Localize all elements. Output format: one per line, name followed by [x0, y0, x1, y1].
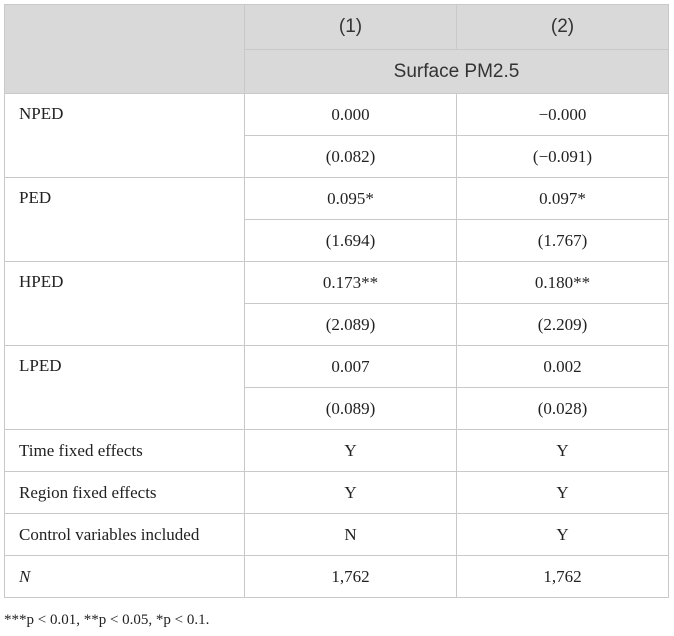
table-row: Control variables included N Y: [4, 513, 669, 556]
coef-cell: 0.173**: [244, 261, 457, 304]
table-row: Region fixed effects Y Y: [4, 471, 669, 514]
table-row: N 1,762 1,762: [4, 555, 669, 598]
row-label-time-fixed-effects: Time fixed effects: [4, 429, 245, 472]
significance-footnote: ***p < 0.01, **p < 0.05, *p < 0.1.: [4, 612, 210, 628]
header-corner-cell: [4, 4, 245, 94]
control-cell: Y: [244, 471, 457, 514]
tstat-cell: (0.089): [244, 387, 457, 430]
control-cell: Y: [244, 429, 457, 472]
table-row: HPED 0.173** 0.180**: [4, 261, 669, 346]
control-cell: 1,762: [456, 555, 669, 598]
tstat-cell: (0.028): [456, 387, 669, 430]
control-cell: Y: [456, 429, 669, 472]
coef-cell: 0.180**: [456, 261, 669, 304]
header-model-1: (1): [244, 4, 457, 50]
header-row-dependent-variable: Surface PM2.5: [5, 49, 669, 94]
tstat-cell: (2.209): [456, 303, 669, 346]
control-cell: N: [244, 513, 457, 556]
table-row: (0.082) (−0.091): [5, 135, 669, 178]
coef-cell: 0.000: [244, 93, 457, 136]
row-label-ped: PED: [4, 177, 245, 262]
tstat-cell: (1.694): [244, 219, 457, 262]
header-model-2: (2): [456, 4, 669, 50]
table-row: (0.089) (0.028): [5, 387, 669, 430]
row-label-observations: N: [4, 555, 245, 598]
header-row-model-numbers: (1) (2): [4, 4, 669, 94]
coef-cell: 0.097*: [456, 177, 669, 220]
table-row: LPED 0.007 0.002: [4, 345, 669, 430]
row-label-control-variables: Control variables included: [4, 513, 245, 556]
coef-cell: −0.000: [456, 93, 669, 136]
tstat-cell: (1.767): [456, 219, 669, 262]
row-label-nped: NPED: [4, 93, 245, 178]
coef-cell: 0.095*: [244, 177, 457, 220]
coef-cell: 0.002: [456, 345, 669, 388]
control-cell: Y: [456, 513, 669, 556]
row-label-region-fixed-effects: Region fixed effects: [4, 471, 245, 514]
tstat-cell: (0.082): [244, 135, 457, 178]
tstat-cell: (2.089): [244, 303, 457, 346]
header-dependent-variable: Surface PM2.5: [244, 49, 669, 94]
regression-table: (1) (2) Surface PM2.5 NPED 0.000 −0.000 …: [4, 4, 669, 598]
table-row: Time fixed effects Y Y: [4, 429, 669, 472]
tstat-cell: (−0.091): [456, 135, 669, 178]
control-cell: Y: [456, 471, 669, 514]
table-row: PED 0.095* 0.097*: [4, 177, 669, 262]
regression-table-container: (1) (2) Surface PM2.5 NPED 0.000 −0.000 …: [4, 4, 669, 598]
table-row: NPED 0.000 −0.000: [4, 93, 669, 178]
row-label-lped: LPED: [4, 345, 245, 430]
coef-cell: 0.007: [244, 345, 457, 388]
control-cell: 1,762: [244, 555, 457, 598]
table-row: (2.089) (2.209): [5, 303, 669, 346]
row-label-hped: HPED: [4, 261, 245, 346]
